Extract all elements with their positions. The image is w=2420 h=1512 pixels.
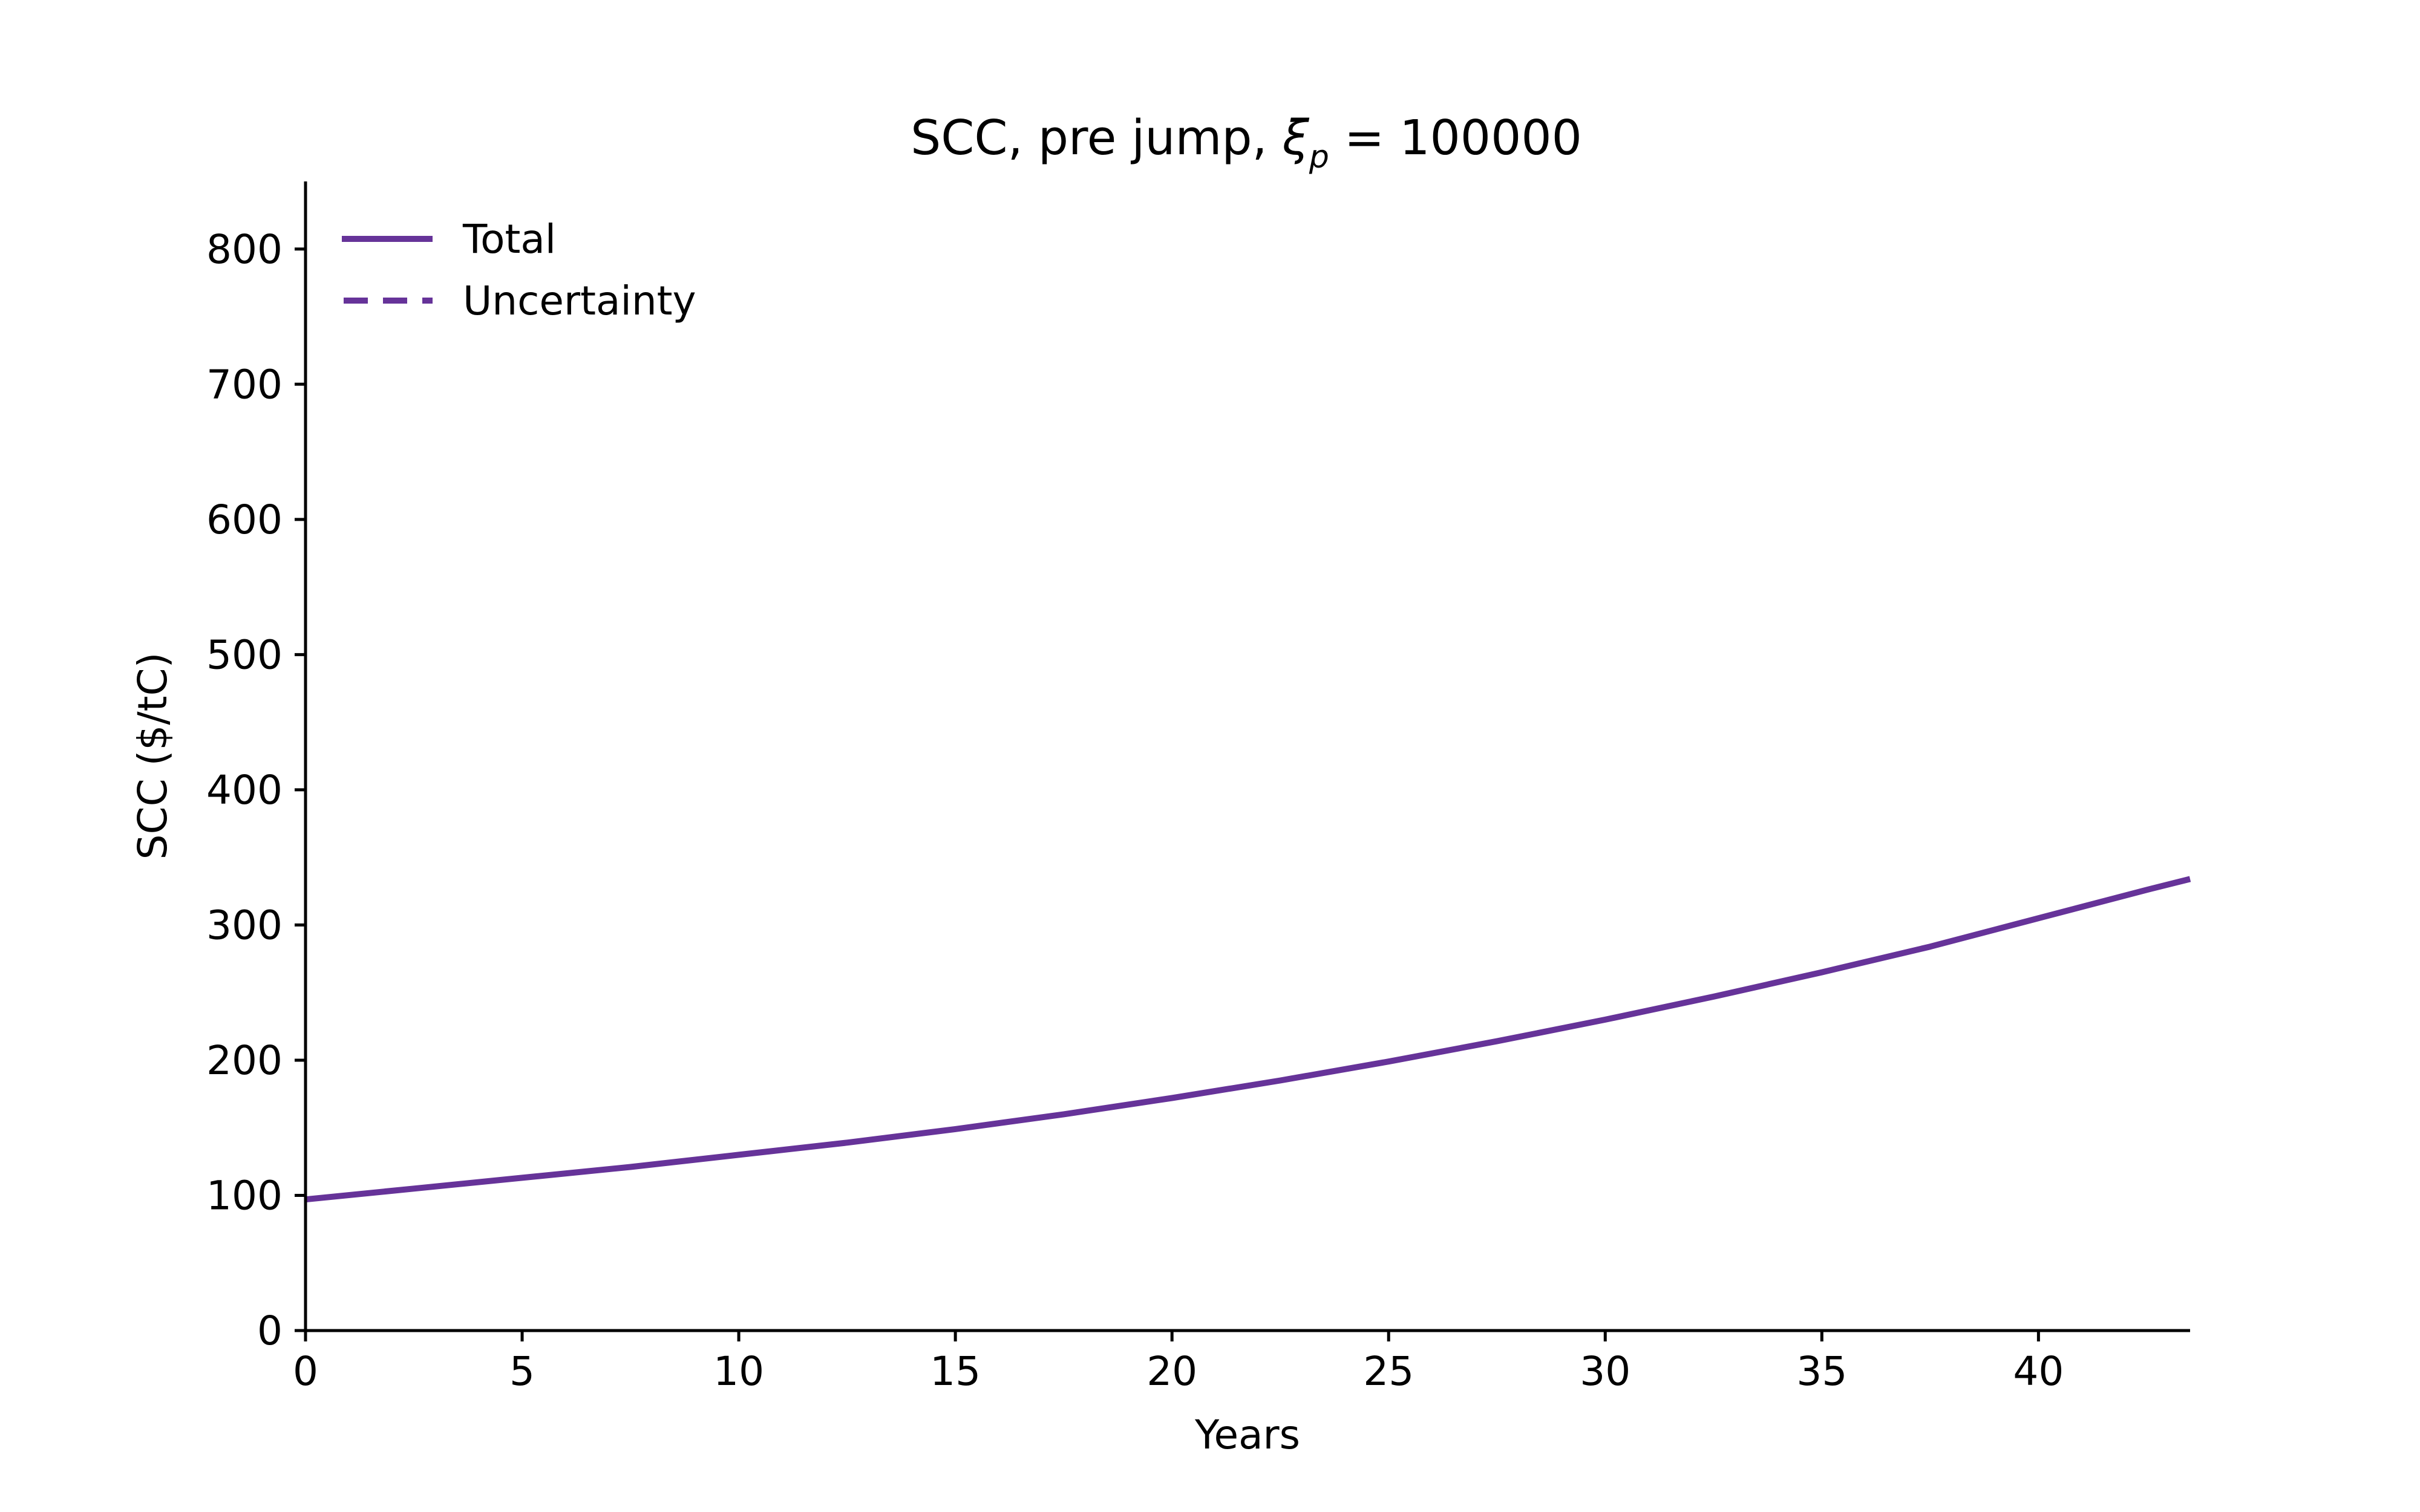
x-axis-ticks: 0 5 10 15 20 25 30 35 40 — [293, 1331, 2064, 1395]
y-tick-label: 300 — [206, 902, 283, 948]
legend-label-uncertainty: Uncertainty — [463, 278, 696, 324]
x-tick-label: 30 — [1580, 1348, 1630, 1395]
legend: Total Uncertainty — [342, 216, 696, 324]
y-tick-label: 700 — [206, 361, 283, 408]
x-tick-label: 40 — [2013, 1348, 2064, 1395]
x-axis-title: Years — [1194, 1412, 1300, 1458]
x-tick-label: 20 — [1146, 1348, 1197, 1395]
chart-title-suffix: = 100000 — [1329, 110, 1582, 166]
x-tick-label: 35 — [1796, 1348, 1847, 1395]
chart-title-subscript: p — [1309, 139, 1329, 175]
x-tick-label: 5 — [509, 1348, 535, 1395]
x-tick-label: 15 — [930, 1348, 981, 1395]
y-tick-label: 800 — [206, 226, 283, 273]
x-tick-label: 10 — [713, 1348, 764, 1395]
chart-title-prefix: SCC, pre jump, — [911, 110, 1283, 166]
legend-label-total: Total — [462, 216, 556, 262]
y-tick-label: 0 — [257, 1308, 283, 1354]
x-tick-label: 0 — [293, 1348, 318, 1395]
plot-area — [305, 876, 2191, 1203]
x-tick-label: 25 — [1363, 1348, 1414, 1395]
y-axis-ticks: 0 100 200 300 400 500 600 700 800 — [206, 226, 306, 1354]
chart-title: SCC, pre jump, ξp = 100000 — [911, 110, 1582, 175]
chart-title-symbol: ξ — [1282, 110, 1310, 166]
series-line-total — [305, 876, 2191, 1203]
y-tick-label: 200 — [206, 1037, 283, 1084]
y-tick-label: 400 — [206, 767, 283, 813]
y-tick-label: 500 — [206, 631, 283, 678]
y-axis-title: SCC ($/tC) — [129, 653, 176, 860]
y-tick-label: 600 — [206, 497, 283, 543]
y-tick-label: 100 — [206, 1172, 283, 1219]
